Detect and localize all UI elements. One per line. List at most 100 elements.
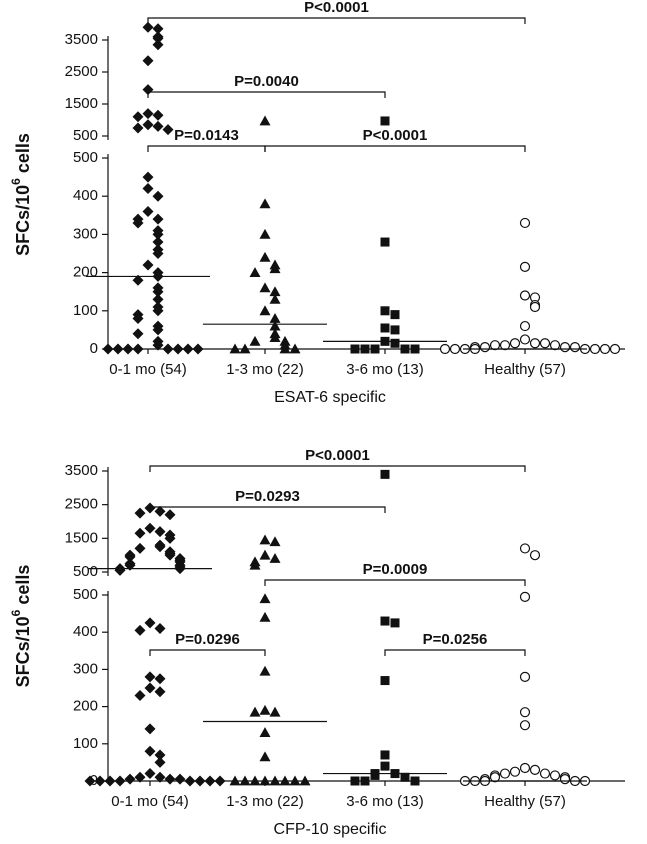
point bbox=[124, 559, 136, 571]
point bbox=[519, 591, 531, 602]
point bbox=[609, 343, 621, 355]
point bbox=[134, 542, 146, 554]
point bbox=[132, 217, 144, 229]
y2-tick-label: 1500 bbox=[65, 95, 98, 112]
point bbox=[519, 334, 531, 345]
bracket bbox=[264, 579, 526, 586]
point bbox=[269, 553, 281, 563]
point bbox=[279, 343, 291, 354]
point bbox=[144, 723, 156, 735]
y-label-main: SFCs/10 bbox=[13, 616, 33, 687]
p-value: P<0.0001 bbox=[305, 447, 370, 464]
point bbox=[184, 775, 196, 787]
point bbox=[164, 509, 176, 521]
point bbox=[269, 706, 281, 717]
point bbox=[259, 251, 271, 262]
y-tick-label: 300 bbox=[73, 660, 98, 677]
y-label-tail: cells bbox=[13, 565, 33, 610]
point bbox=[390, 310, 400, 320]
point bbox=[410, 344, 420, 354]
point bbox=[164, 773, 176, 785]
x-tick-label: 0-1 mo (54) bbox=[109, 361, 187, 378]
point bbox=[134, 771, 146, 783]
point bbox=[152, 305, 164, 317]
point bbox=[549, 340, 561, 351]
point bbox=[269, 286, 281, 297]
point bbox=[370, 770, 380, 780]
point bbox=[449, 343, 461, 355]
point bbox=[152, 23, 164, 35]
p-value: P=0.0256 bbox=[423, 631, 488, 648]
point bbox=[519, 720, 531, 731]
point bbox=[162, 124, 174, 136]
bracket bbox=[384, 649, 526, 656]
bracket bbox=[149, 465, 526, 472]
point bbox=[400, 772, 410, 782]
point bbox=[154, 505, 166, 517]
y-tick-label: 100 bbox=[73, 302, 98, 319]
bracket bbox=[147, 17, 526, 24]
point bbox=[529, 338, 541, 349]
point bbox=[519, 290, 531, 301]
point bbox=[529, 301, 541, 313]
point bbox=[142, 259, 154, 271]
point bbox=[259, 228, 271, 239]
point bbox=[259, 593, 271, 604]
point bbox=[142, 119, 154, 131]
point bbox=[164, 549, 176, 561]
point bbox=[299, 775, 311, 786]
point bbox=[519, 671, 531, 682]
point bbox=[380, 323, 390, 333]
point bbox=[569, 341, 581, 353]
point bbox=[164, 532, 176, 544]
point bbox=[519, 320, 531, 332]
point bbox=[154, 673, 166, 685]
point bbox=[154, 756, 166, 768]
point bbox=[142, 108, 154, 120]
point bbox=[104, 775, 116, 787]
p-value: P=0.0296 bbox=[175, 631, 240, 648]
point bbox=[152, 109, 164, 121]
y-axis-label: SFCs/106 cells bbox=[9, 565, 33, 688]
point bbox=[144, 617, 156, 629]
point bbox=[154, 686, 166, 698]
point bbox=[410, 776, 420, 786]
point bbox=[152, 236, 164, 248]
point bbox=[102, 343, 114, 355]
bracket bbox=[147, 145, 266, 152]
point bbox=[84, 775, 96, 787]
point bbox=[249, 267, 261, 277]
point bbox=[289, 343, 301, 354]
point bbox=[144, 682, 156, 694]
point bbox=[142, 205, 154, 217]
point bbox=[519, 261, 531, 272]
y2-tick-label: 3500 bbox=[65, 31, 98, 48]
point bbox=[559, 341, 571, 353]
point bbox=[529, 764, 541, 775]
point bbox=[489, 340, 501, 351]
point bbox=[269, 293, 281, 304]
y-label-tail: cells bbox=[13, 133, 33, 178]
point bbox=[239, 343, 251, 354]
bracket bbox=[147, 91, 386, 98]
point bbox=[124, 773, 136, 785]
y-axis-label: SFCs/106 cells bbox=[9, 133, 33, 256]
point bbox=[259, 775, 271, 786]
point bbox=[509, 766, 521, 777]
point bbox=[489, 772, 501, 783]
point bbox=[124, 551, 136, 563]
bracket bbox=[149, 649, 266, 656]
point bbox=[194, 775, 206, 787]
y-label-sup: 6 bbox=[9, 609, 23, 616]
point bbox=[154, 622, 166, 634]
point bbox=[172, 343, 184, 355]
y-label-sup: 6 bbox=[9, 178, 23, 185]
point bbox=[390, 325, 400, 335]
point bbox=[390, 338, 400, 348]
x-axis-label: CFP-10 specific bbox=[274, 821, 387, 838]
point bbox=[259, 534, 271, 545]
point bbox=[94, 775, 106, 787]
point bbox=[269, 775, 281, 786]
point bbox=[142, 183, 154, 195]
